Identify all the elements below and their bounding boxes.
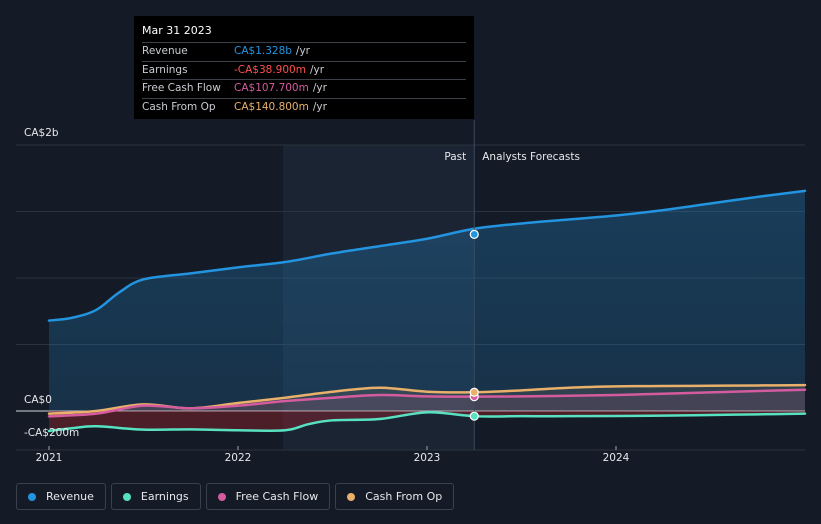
- earnings-line: [47, 411, 807, 433]
- free-cash-flow-area: [49, 389, 805, 417]
- tooltip-value: CA$140.800m: [234, 100, 309, 113]
- tooltip: Mar 31 2023 Revenue CA$1.328b /yr Earnin…: [134, 16, 474, 119]
- tooltip-label: Revenue: [142, 45, 188, 57]
- tooltip-value: CA$107.700m: [234, 82, 309, 94]
- tooltip-row-earnings: Earnings -CA$38.900m /yr: [142, 60, 466, 80]
- dot-icon: [28, 492, 36, 501]
- dot-icon: [217, 492, 226, 501]
- legend: Revenue Earnings Free Cash Flow Cash Fro…: [16, 483, 455, 510]
- tooltip-row-revenue: Revenue CA$1.328b /yr: [142, 42, 466, 61]
- x-axis-label: 2024: [603, 452, 630, 464]
- legend-label: Free Cash Flow: [235, 490, 319, 503]
- legend-item-cash-from-op[interactable]: Cash From Op: [335, 483, 455, 510]
- past-label: Past: [444, 151, 466, 163]
- tooltip-value: CA$1.328b: [234, 45, 292, 57]
- tooltip-unit: /yr: [295, 45, 310, 57]
- tooltip-unit: /yr: [309, 63, 325, 76]
- legend-item-earnings[interactable]: Earnings: [110, 483, 201, 510]
- legend-label: Revenue: [46, 490, 94, 503]
- tooltip-row-cash-from-op: Cash From Op CA$140.800m /yr: [142, 97, 466, 117]
- legend-item-free-cash-flow[interactable]: Free Cash Flow: [205, 483, 331, 510]
- forecast-label: Analysts Forecasts: [482, 151, 580, 163]
- dot-icon: [122, 492, 131, 501]
- tooltip-label: Cash From Op: [142, 100, 216, 113]
- legend-label: Cash From Op: [365, 490, 443, 503]
- tooltip-unit: /yr: [312, 82, 327, 94]
- tooltip-date: Mar 31 2023: [142, 24, 212, 37]
- y-axis-label: CA$0: [24, 394, 52, 406]
- revenue-area: [49, 190, 805, 411]
- legend-item-revenue[interactable]: Revenue: [16, 483, 106, 510]
- dot-icon: [347, 492, 356, 501]
- tooltip-label: Free Cash Flow: [142, 82, 221, 94]
- legend-label: Earnings: [140, 490, 189, 503]
- free-cash-flow-line: [47, 388, 807, 418]
- tooltip-value: -CA$38.900m: [234, 63, 306, 76]
- x-axis-label: 2021: [36, 452, 63, 464]
- tooltip-row-free-cash-flow: Free Cash Flow CA$107.700m /yr: [142, 79, 466, 98]
- cash-from-op-point: [469, 387, 479, 397]
- y-axis-label: -CA$200m: [24, 427, 79, 439]
- tooltip-unit: /yr: [312, 100, 327, 113]
- x-axis-label: 2023: [414, 452, 441, 464]
- revenue-line: [47, 189, 807, 322]
- revenue-point: [469, 229, 479, 239]
- x-axis-label: 2022: [225, 452, 252, 464]
- earnings-point: [469, 411, 479, 421]
- y-axis-label: CA$2b: [24, 127, 59, 139]
- tooltip-label: Earnings: [142, 63, 188, 76]
